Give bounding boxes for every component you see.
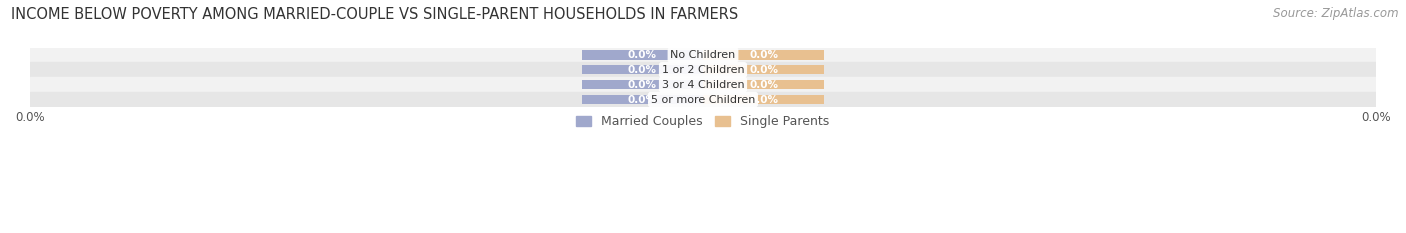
Text: 0.0%: 0.0% <box>749 50 778 60</box>
Text: 0.0%: 0.0% <box>628 95 657 105</box>
Bar <box>30 77 1376 92</box>
Bar <box>30 92 1376 107</box>
Text: 0.0%: 0.0% <box>628 50 657 60</box>
Text: Source: ZipAtlas.com: Source: ZipAtlas.com <box>1274 7 1399 20</box>
Bar <box>30 48 1376 62</box>
Text: 0.0%: 0.0% <box>628 80 657 90</box>
Legend: Married Couples, Single Parents: Married Couples, Single Parents <box>571 110 835 133</box>
Bar <box>582 80 703 89</box>
Bar <box>703 50 824 60</box>
Text: 0.0%: 0.0% <box>749 95 778 105</box>
Bar <box>582 65 703 75</box>
Text: No Children: No Children <box>671 50 735 60</box>
Bar <box>582 95 703 104</box>
Bar <box>703 95 824 104</box>
Bar <box>30 62 1376 77</box>
Text: 5 or more Children: 5 or more Children <box>651 95 755 105</box>
Text: 0.0%: 0.0% <box>749 65 778 75</box>
Bar <box>582 50 703 60</box>
Bar <box>703 65 824 75</box>
Text: 0.0%: 0.0% <box>628 65 657 75</box>
Text: 3 or 4 Children: 3 or 4 Children <box>662 80 744 90</box>
Bar <box>703 80 824 89</box>
Text: 0.0%: 0.0% <box>749 80 778 90</box>
Text: 1 or 2 Children: 1 or 2 Children <box>662 65 744 75</box>
Text: INCOME BELOW POVERTY AMONG MARRIED-COUPLE VS SINGLE-PARENT HOUSEHOLDS IN FARMERS: INCOME BELOW POVERTY AMONG MARRIED-COUPL… <box>11 7 738 22</box>
